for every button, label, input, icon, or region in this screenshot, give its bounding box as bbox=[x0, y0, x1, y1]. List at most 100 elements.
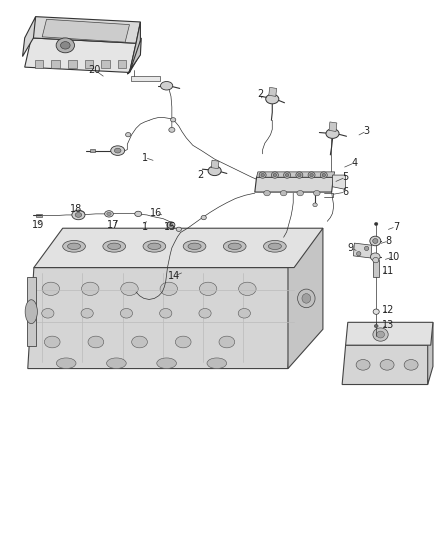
Ellipse shape bbox=[132, 336, 148, 348]
Polygon shape bbox=[353, 243, 372, 258]
Ellipse shape bbox=[310, 173, 313, 176]
Ellipse shape bbox=[377, 331, 385, 338]
Ellipse shape bbox=[322, 173, 325, 176]
Ellipse shape bbox=[114, 148, 121, 153]
Ellipse shape bbox=[273, 173, 277, 176]
Ellipse shape bbox=[266, 94, 279, 104]
Text: 17: 17 bbox=[107, 220, 120, 230]
Polygon shape bbox=[68, 60, 77, 68]
Ellipse shape bbox=[404, 360, 418, 370]
Ellipse shape bbox=[264, 240, 286, 252]
Text: 11: 11 bbox=[382, 266, 395, 276]
Ellipse shape bbox=[374, 325, 378, 328]
Ellipse shape bbox=[57, 358, 76, 368]
Text: 6: 6 bbox=[343, 187, 349, 197]
Text: 9: 9 bbox=[348, 243, 354, 253]
Ellipse shape bbox=[261, 173, 265, 176]
Ellipse shape bbox=[268, 243, 282, 249]
Ellipse shape bbox=[286, 173, 289, 176]
Ellipse shape bbox=[56, 38, 74, 53]
Polygon shape bbox=[25, 38, 136, 72]
Polygon shape bbox=[27, 277, 35, 346]
Polygon shape bbox=[427, 322, 433, 384]
Ellipse shape bbox=[370, 236, 381, 246]
Polygon shape bbox=[346, 322, 433, 345]
Ellipse shape bbox=[111, 146, 125, 156]
Polygon shape bbox=[35, 60, 43, 68]
Ellipse shape bbox=[42, 309, 54, 318]
Polygon shape bbox=[101, 60, 110, 68]
Ellipse shape bbox=[373, 257, 379, 263]
Ellipse shape bbox=[208, 166, 221, 175]
Text: 18: 18 bbox=[70, 204, 82, 214]
Polygon shape bbox=[36, 214, 42, 217]
Ellipse shape bbox=[105, 211, 113, 217]
Ellipse shape bbox=[72, 210, 85, 220]
Ellipse shape bbox=[25, 300, 37, 324]
Polygon shape bbox=[131, 76, 160, 82]
Ellipse shape bbox=[42, 282, 60, 295]
Polygon shape bbox=[127, 38, 141, 74]
Polygon shape bbox=[130, 22, 141, 72]
Ellipse shape bbox=[126, 133, 131, 137]
Ellipse shape bbox=[160, 82, 173, 90]
Ellipse shape bbox=[228, 243, 241, 249]
Ellipse shape bbox=[314, 190, 320, 196]
Polygon shape bbox=[42, 19, 130, 42]
Ellipse shape bbox=[169, 223, 173, 227]
Ellipse shape bbox=[357, 252, 361, 256]
Text: 2: 2 bbox=[258, 88, 264, 99]
Ellipse shape bbox=[239, 282, 256, 295]
Ellipse shape bbox=[199, 282, 217, 295]
Text: 10: 10 bbox=[388, 252, 400, 262]
Ellipse shape bbox=[160, 282, 177, 295]
Polygon shape bbox=[211, 160, 219, 168]
Polygon shape bbox=[90, 149, 95, 152]
Polygon shape bbox=[22, 17, 35, 56]
Ellipse shape bbox=[120, 309, 133, 318]
Polygon shape bbox=[342, 345, 431, 384]
Ellipse shape bbox=[121, 282, 138, 295]
Ellipse shape bbox=[373, 328, 388, 341]
Ellipse shape bbox=[81, 309, 93, 318]
Ellipse shape bbox=[238, 309, 251, 318]
Ellipse shape bbox=[103, 240, 126, 252]
Ellipse shape bbox=[302, 294, 311, 303]
Polygon shape bbox=[255, 177, 333, 192]
Ellipse shape bbox=[135, 211, 142, 216]
Text: 1: 1 bbox=[142, 152, 148, 163]
Ellipse shape bbox=[380, 360, 394, 370]
Text: 3: 3 bbox=[364, 126, 370, 136]
Ellipse shape bbox=[373, 309, 379, 314]
Text: 15: 15 bbox=[164, 222, 176, 232]
Ellipse shape bbox=[188, 243, 201, 249]
Text: 12: 12 bbox=[382, 305, 395, 315]
Text: 19: 19 bbox=[32, 220, 44, 230]
Ellipse shape bbox=[108, 243, 121, 249]
Text: 4: 4 bbox=[351, 158, 357, 168]
Polygon shape bbox=[288, 228, 323, 368]
Ellipse shape bbox=[169, 127, 175, 132]
Text: 14: 14 bbox=[168, 271, 180, 281]
Text: 20: 20 bbox=[88, 65, 101, 75]
Ellipse shape bbox=[60, 42, 70, 49]
Polygon shape bbox=[329, 122, 337, 132]
Ellipse shape bbox=[297, 190, 304, 196]
Polygon shape bbox=[257, 172, 335, 177]
Ellipse shape bbox=[107, 212, 111, 215]
Ellipse shape bbox=[44, 336, 60, 348]
Ellipse shape bbox=[199, 309, 211, 318]
Text: 16: 16 bbox=[149, 208, 162, 219]
Polygon shape bbox=[28, 268, 294, 368]
Ellipse shape bbox=[272, 172, 279, 178]
Polygon shape bbox=[31, 17, 141, 43]
Ellipse shape bbox=[67, 243, 81, 249]
Ellipse shape bbox=[326, 129, 339, 139]
Ellipse shape bbox=[170, 118, 176, 122]
Ellipse shape bbox=[284, 172, 290, 178]
Ellipse shape bbox=[88, 336, 104, 348]
Text: 7: 7 bbox=[393, 222, 399, 232]
Ellipse shape bbox=[143, 240, 166, 252]
Ellipse shape bbox=[308, 172, 315, 178]
Ellipse shape bbox=[296, 172, 303, 178]
